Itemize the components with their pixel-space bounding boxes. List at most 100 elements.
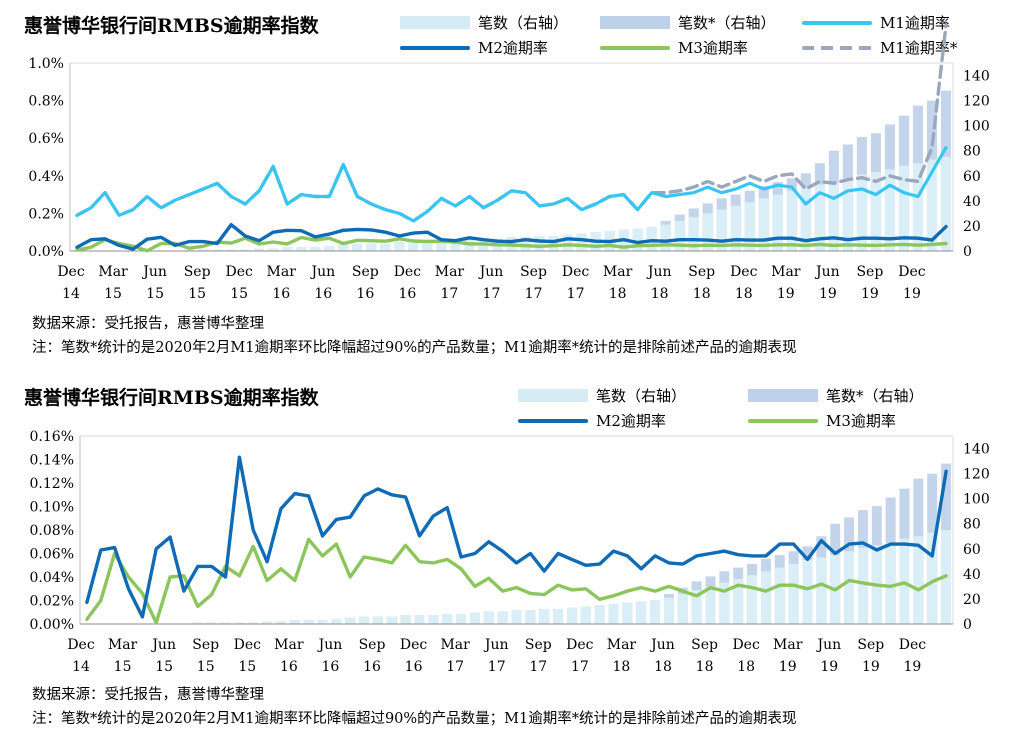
bar-count	[220, 622, 231, 624]
x-tick-label-month: Dec	[732, 637, 760, 653]
chart-plot-area: 0.0% 0.2% 0.4% 0.6% 0.8% 1.0% 0 20 40 60 80 100 120 1…	[28, 23, 990, 302]
x-tick-label-month: Mar	[98, 264, 128, 280]
x-tick-label-month: Jun	[317, 637, 343, 653]
y-right-tick-label: 80	[963, 144, 981, 160]
x-tick-label-month: Dec	[226, 264, 254, 280]
legend-swatch-m1-star	[802, 45, 872, 50]
bar-count	[885, 542, 896, 624]
x-tick-label-month: Mar	[274, 637, 304, 653]
x-tick-label-month: Jun	[150, 637, 176, 653]
footnote: 注：笔数*统计的是2020年2月M1逾期率环比降幅超过90%的产品数量；M1逾期…	[32, 340, 797, 356]
x-tick-label-year: 19	[819, 286, 837, 302]
bar-count	[539, 608, 550, 624]
x-tick-label-month: Mar	[773, 637, 803, 653]
bar-count	[562, 234, 573, 251]
bar-count	[534, 235, 545, 251]
bar-count	[760, 571, 771, 624]
legend-item-m3: M3逾期率	[748, 410, 896, 431]
bar-count	[422, 242, 433, 251]
bar-count	[184, 249, 195, 251]
x-tick-label-year: 15	[238, 659, 256, 675]
bar-count	[857, 547, 868, 624]
legend-item-m1: M1逾期率	[802, 12, 950, 33]
bar-count	[289, 620, 300, 624]
x-tick-label-year: 19	[862, 659, 880, 675]
bar-count	[733, 578, 744, 624]
x-tick-label-year: 18	[696, 659, 714, 675]
x-tick-label-year: 17	[483, 286, 501, 302]
legend-item-m2: M2逾期率	[518, 410, 666, 431]
y-right-tick-label: 100	[963, 119, 990, 135]
legend-item-count: 笔数（右轴）	[400, 12, 568, 33]
x-tick-label-year: 16	[322, 659, 340, 675]
bar-count	[730, 205, 741, 251]
x-tick-label-year: 16	[272, 286, 290, 302]
legend-item-m3: M3逾期率	[600, 37, 748, 58]
bar-count	[912, 163, 924, 251]
legend-swatch-m2	[400, 45, 470, 50]
x-tick-label-month: Jun	[309, 264, 335, 280]
y-right-tick-label: 0	[963, 244, 972, 260]
bar-count	[296, 247, 307, 251]
x-tick-label-month: Dec	[730, 264, 758, 280]
x-tick-label-month: Mar	[440, 637, 470, 653]
bar-count	[663, 597, 674, 624]
y-right-tick-label: 40	[963, 567, 981, 583]
x-tick-label-month: Mar	[771, 264, 801, 280]
x-tick-label-month: Dec	[57, 264, 85, 280]
x-tick-label-month: Sep	[857, 637, 884, 653]
y-left-tick-label: 1.0%	[28, 56, 64, 72]
y-left-tick-label: 0.04%	[30, 570, 74, 586]
bar-count	[674, 220, 685, 251]
bar-count	[926, 159, 938, 251]
x-tick-label-month: Sep	[352, 264, 379, 280]
x-tick-label-month: Mar	[607, 637, 637, 653]
x-tick-label-year: 15	[146, 286, 164, 302]
bar-count	[206, 622, 217, 624]
x-tick-label-year: 16	[405, 659, 423, 675]
bar-count	[650, 600, 661, 624]
bar-count	[814, 184, 825, 251]
x-tick-label-year: 16	[280, 659, 298, 675]
bar-count	[275, 621, 286, 624]
x-tick-label-month: Jun	[141, 264, 167, 280]
bar-count	[414, 615, 425, 624]
bar-count	[632, 228, 643, 251]
x-tick-label-month: Dec	[899, 637, 927, 653]
x-tick-label-year: 17	[441, 286, 459, 302]
bar-count	[816, 557, 827, 624]
x-tick-label-month: Jun	[649, 637, 675, 653]
y-right-tick-label: 40	[963, 194, 981, 210]
y-right-tick-label: 140	[963, 69, 990, 85]
legend-swatch-count	[518, 389, 588, 402]
legend-swatch-count-star	[600, 16, 670, 29]
x-tick-label-month: Jun	[815, 637, 841, 653]
x-tick-label-year: 17	[529, 659, 547, 675]
bar-count	[442, 613, 453, 624]
legend-swatch-m2	[518, 418, 588, 423]
x-tick-label-month: Jun	[483, 637, 509, 653]
legend-item-count-star: 笔数*（右轴）	[748, 385, 924, 406]
y-left-tick-label: 0.16%	[30, 429, 74, 445]
bar-count	[772, 194, 783, 251]
x-tick-label-month: Sep	[184, 264, 211, 280]
x-tick-label-year: 17	[525, 286, 543, 302]
bar-count	[212, 249, 223, 251]
bar-count	[940, 157, 952, 251]
y-left-tick-label: 0.02%	[30, 594, 74, 610]
y-right-tick-label: 20	[963, 592, 981, 608]
bar-count	[198, 249, 209, 251]
bar-count	[828, 182, 839, 251]
legend-label-count: 笔数（右轴）	[596, 387, 687, 405]
series-line-m2	[85, 455, 948, 619]
x-tick-label-month: Dec	[898, 264, 926, 280]
x-tick-label-month: Dec	[400, 637, 428, 653]
bar-count	[856, 174, 867, 251]
legend-label-m1: M1逾期率	[880, 14, 950, 32]
bar-count	[192, 622, 203, 624]
y-left-tick-label: 0.4%	[28, 169, 64, 185]
bar-count	[303, 620, 314, 624]
bar-count	[744, 202, 755, 251]
bar-count	[338, 244, 349, 251]
bar-count	[497, 611, 508, 624]
